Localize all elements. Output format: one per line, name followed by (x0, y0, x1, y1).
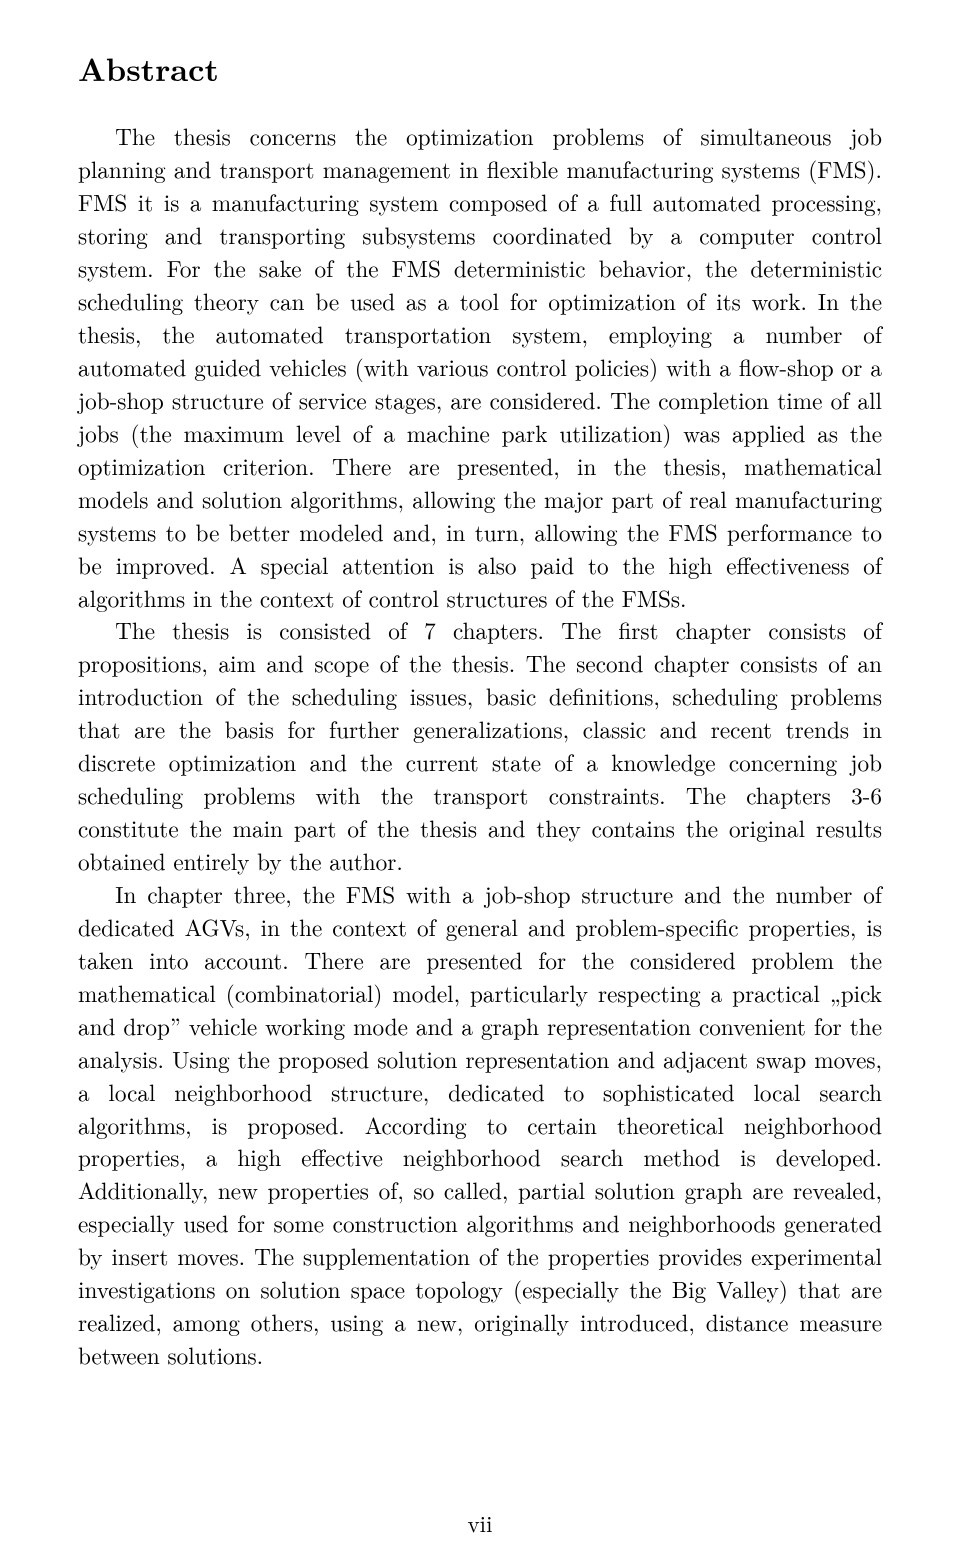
abstract-heading: Abstract (78, 50, 882, 88)
page-number: vii (0, 1506, 960, 1539)
paragraph-2: The thesis is consisted of 7 chapters. T… (78, 613, 882, 877)
abstract-body: The thesis concerns the optimization pro… (78, 120, 882, 1372)
paragraph-3: In chapter three, the FMS with a job-sho… (78, 877, 882, 1371)
paragraph-1: The thesis concerns the optimization pro… (78, 119, 882, 613)
page: Abstract The thesis concerns the optimiz… (0, 0, 960, 1567)
